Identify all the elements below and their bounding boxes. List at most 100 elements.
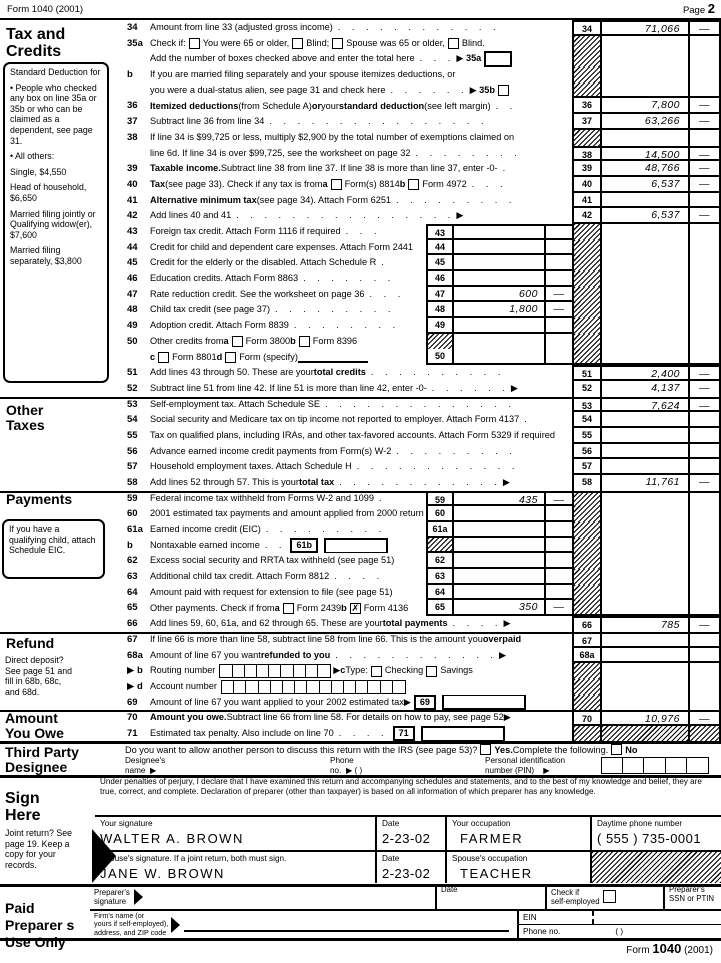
outer-cents-field[interactable]: — [688,208,719,224]
outer-amount-field[interactable] [602,538,688,554]
outer-cents-field[interactable] [688,239,719,256]
outer-cents-field[interactable] [688,537,719,554]
inner-cents-field[interactable] [544,333,572,350]
inner-amount-field[interactable] [454,506,544,522]
outer-amount-field[interactable]: 14,500 [602,145,688,162]
inner-amount-field[interactable] [454,271,544,287]
outer-amount-field[interactable] [602,600,688,617]
designee-phone-field[interactable]: Phone no. ▶ ( ) [330,756,363,775]
outer-amount-field[interactable] [602,553,688,569]
outer-cents-field[interactable] [688,522,719,538]
outer-amount-field[interactable] [602,51,688,67]
date-cell[interactable]: Date 2-23-02 [375,817,445,850]
outer-cents-field[interactable] [688,67,719,83]
outer-amount-field[interactable] [602,318,688,334]
ein-row[interactable]: EIN [519,911,721,925]
outer-cents-field[interactable]: — [688,474,719,491]
inner-amount-field[interactable] [454,585,544,601]
outer-amount-field[interactable] [602,67,688,83]
checkbox[interactable] [231,336,243,348]
outer-cents-field[interactable] [688,427,719,444]
outer-amount-field[interactable] [602,648,688,664]
outer-cents-field[interactable]: — [688,616,719,632]
inner-amount-field[interactable] [454,318,544,334]
checkbox[interactable] [330,179,342,191]
your-signature-cell[interactable]: Your signature WALTER A. BROWN [95,817,375,850]
outer-cents-field[interactable] [688,506,719,522]
outer-amount-field[interactable] [602,130,688,146]
outer-amount-field[interactable]: 48,766 [602,161,688,177]
inner-amount-field[interactable] [454,240,544,256]
inner-cents-field[interactable] [544,522,572,538]
inner-cents-field[interactable] [544,239,572,256]
outer-cents-field[interactable] [688,271,719,287]
inner-cents-field[interactable] [544,349,572,366]
pin-box[interactable] [601,757,624,774]
outer-cents-field[interactable] [688,600,719,617]
inner-amount-field[interactable]: 350 [454,600,544,617]
inner-cents-field[interactable] [544,537,572,554]
outer-amount-field[interactable] [602,36,688,52]
outer-amount-field[interactable] [602,428,688,444]
outer-cents-field[interactable] [688,192,719,209]
outer-amount-field[interactable] [602,569,688,585]
outer-cents-field[interactable] [688,286,719,303]
outer-cents-field[interactable]: — [688,380,719,397]
checkbox[interactable] [370,665,382,677]
outer-amount-field[interactable] [602,679,688,695]
checkbox[interactable] [188,38,200,50]
inner-cents-field[interactable] [544,506,572,522]
outer-cents-field[interactable] [688,51,719,68]
outer-amount-field[interactable]: 7,800 [602,98,688,115]
entry-box[interactable] [484,51,513,68]
outer-amount-field[interactable] [602,412,688,428]
spouse-date-cell[interactable]: Date 2-23-02 [375,850,445,883]
inner-cents-field[interactable] [544,255,572,271]
outer-cents-field[interactable] [688,35,719,52]
outer-cents-field[interactable] [688,569,719,585]
inner-amount-field[interactable] [454,349,544,366]
outer-amount-field[interactable]: 785 [602,616,688,632]
inner-amount-field[interactable] [454,334,544,350]
outer-cents-field[interactable] [688,349,719,366]
entry-box[interactable] [324,537,388,554]
inner-cents-field[interactable] [544,318,572,334]
outer-cents-field[interactable]: — [688,114,719,130]
outer-amount-field[interactable]: 6,537 [602,208,688,224]
checkbox[interactable]: ✗ [349,602,361,614]
pin-box[interactable] [643,757,667,774]
outer-cents-field[interactable] [688,725,719,742]
outer-cents-field[interactable] [688,82,719,99]
outer-amount-field[interactable]: 2,400 [602,365,688,381]
spouse-signature-cell[interactable]: Spouse's signature. If a joint return, b… [95,850,375,883]
checkbox[interactable] [158,351,170,363]
preparer-signature-cell[interactable]: Preparer's signature [90,884,435,909]
pin-box[interactable] [622,757,646,774]
pin-box[interactable] [685,757,709,774]
checkbox[interactable] [225,351,237,363]
digit-box[interactable] [317,664,331,679]
outer-cents-field[interactable] [688,255,719,271]
designee-name-field[interactable]: Designee's name ▶ [125,756,166,775]
outer-cents-field[interactable] [688,129,719,146]
outer-amount-field[interactable] [602,506,688,522]
outer-cents-field[interactable]: — [688,161,719,177]
outer-cents-field[interactable] [688,490,719,507]
inner-amount-field[interactable] [454,569,544,585]
outer-amount-field[interactable] [602,695,688,711]
outer-amount-field[interactable] [602,349,688,366]
outer-amount-field[interactable] [602,444,688,460]
checkbox[interactable] [282,602,294,614]
inner-amount-field[interactable] [454,223,544,240]
checkbox[interactable] [426,665,438,677]
outer-cents-field[interactable] [688,584,719,601]
outer-cents-field[interactable] [688,647,719,664]
outer-amount-field[interactable]: 63,266 [602,114,688,130]
inner-amount-field[interactable]: 1,800 [454,302,544,319]
checkbox[interactable] [447,38,459,50]
firm-name-cell[interactable]: Firm's name (or yours if self-employed),… [90,911,517,938]
checkbox[interactable] [292,38,304,50]
outer-cents-field[interactable] [688,302,719,319]
outer-cents-field[interactable]: — [688,710,719,726]
inner-cents-field[interactable] [544,569,572,585]
